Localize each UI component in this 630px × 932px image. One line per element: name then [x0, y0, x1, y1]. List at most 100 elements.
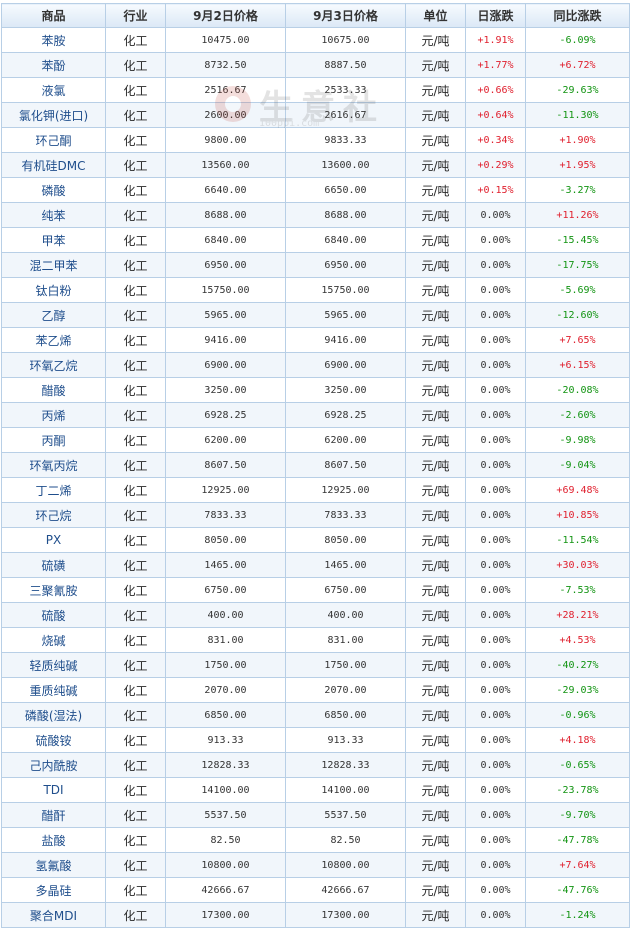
price-sep2-cell: 2516.67	[165, 77, 286, 103]
price-sep2-cell: 6200.00	[165, 427, 286, 453]
commodity-link[interactable]: 聚合MDI	[1, 902, 106, 928]
industry-cell: 化工	[105, 702, 166, 728]
commodity-link[interactable]: 重质纯碱	[1, 677, 106, 703]
price-sep3-cell: 8607.50	[285, 452, 406, 478]
commodity-link[interactable]: 苯乙烯	[1, 327, 106, 353]
commodity-link[interactable]: 钛白粉	[1, 277, 106, 303]
commodity-link[interactable]: 醋酸	[1, 377, 106, 403]
daily-change-cell: 0.00%	[465, 527, 526, 553]
table-row: 轻质纯碱 化工 1750.00 1750.00 元/吨 0.00% -40.27%	[1, 652, 630, 678]
yoy-change-cell: +1.95%	[525, 152, 630, 178]
commodity-link[interactable]: 己内酰胺	[1, 752, 106, 778]
table-row: 丙酮 化工 6200.00 6200.00 元/吨 0.00% -9.98%	[1, 427, 630, 453]
commodity-link[interactable]: 丁二烯	[1, 477, 106, 503]
price-sep2-cell: 6950.00	[165, 252, 286, 278]
industry-cell: 化工	[105, 477, 166, 503]
yoy-change-cell: -12.60%	[525, 302, 630, 328]
commodity-link[interactable]: 磷酸(湿法)	[1, 702, 106, 728]
price-sep2-cell: 831.00	[165, 627, 286, 653]
industry-cell: 化工	[105, 152, 166, 178]
commodity-link[interactable]: 混二甲苯	[1, 252, 106, 278]
commodity-link[interactable]: 三聚氰胺	[1, 577, 106, 603]
daily-change-cell: 0.00%	[465, 377, 526, 403]
industry-cell: 化工	[105, 77, 166, 103]
yoy-change-cell: -0.65%	[525, 752, 630, 778]
price-sep3-cell: 14100.00	[285, 777, 406, 803]
commodity-link[interactable]: 环氧丙烷	[1, 452, 106, 478]
unit-cell: 元/吨	[405, 852, 466, 878]
commodity-link[interactable]: 有机硅DMC	[1, 152, 106, 178]
header-commodity: 商品	[1, 3, 106, 28]
commodity-link[interactable]: 环己酮	[1, 127, 106, 153]
price-sep2-cell: 400.00	[165, 602, 286, 628]
commodity-link[interactable]: 硫酸铵	[1, 727, 106, 753]
industry-cell: 化工	[105, 452, 166, 478]
table-row: 聚合MDI 化工 17300.00 17300.00 元/吨 0.00% -1.24%	[1, 902, 630, 928]
daily-change-cell: 0.00%	[465, 452, 526, 478]
yoy-change-cell: -29.63%	[525, 77, 630, 103]
unit-cell: 元/吨	[405, 227, 466, 253]
price-sep3-cell: 8050.00	[285, 527, 406, 553]
commodity-link[interactable]: 环氧乙烷	[1, 352, 106, 378]
industry-cell: 化工	[105, 277, 166, 303]
daily-change-cell: 0.00%	[465, 802, 526, 828]
commodity-link[interactable]: 硫酸	[1, 602, 106, 628]
commodity-link[interactable]: 盐酸	[1, 827, 106, 853]
yoy-change-cell: +6.15%	[525, 352, 630, 378]
table-row: 多晶硅 化工 42666.67 42666.67 元/吨 0.00% -47.76%	[1, 877, 630, 903]
industry-cell: 化工	[105, 877, 166, 903]
commodity-link[interactable]: 烧碱	[1, 627, 106, 653]
industry-cell: 化工	[105, 652, 166, 678]
commodity-link[interactable]: 乙醇	[1, 302, 106, 328]
commodity-link[interactable]: 环己烷	[1, 502, 106, 528]
industry-cell: 化工	[105, 352, 166, 378]
table-row: 硫磺 化工 1465.00 1465.00 元/吨 0.00% +30.03%	[1, 552, 630, 578]
commodity-link[interactable]: 醋酐	[1, 802, 106, 828]
price-sep3-cell: 5965.00	[285, 302, 406, 328]
table-row: 液氯 化工 2516.67 2533.33 元/吨 +0.66% -29.63%	[1, 77, 630, 103]
industry-cell: 化工	[105, 527, 166, 553]
commodity-link[interactable]: TDI	[1, 777, 106, 803]
unit-cell: 元/吨	[405, 652, 466, 678]
yoy-change-cell: -11.30%	[525, 102, 630, 128]
unit-cell: 元/吨	[405, 677, 466, 703]
commodity-link[interactable]: 多晶硅	[1, 877, 106, 903]
yoy-change-cell: -0.96%	[525, 702, 630, 728]
yoy-change-cell: -3.27%	[525, 177, 630, 203]
commodity-link[interactable]: 液氯	[1, 77, 106, 103]
commodity-link[interactable]: 轻质纯碱	[1, 652, 106, 678]
daily-change-cell: 0.00%	[465, 227, 526, 253]
yoy-change-cell: +4.18%	[525, 727, 630, 753]
daily-change-cell: +0.66%	[465, 77, 526, 103]
industry-cell: 化工	[105, 727, 166, 753]
commodity-link[interactable]: 磷酸	[1, 177, 106, 203]
unit-cell: 元/吨	[405, 702, 466, 728]
unit-cell: 元/吨	[405, 777, 466, 803]
commodity-link[interactable]: 硫磺	[1, 552, 106, 578]
commodity-link[interactable]: PX	[1, 527, 106, 553]
commodity-link[interactable]: 氢氟酸	[1, 852, 106, 878]
daily-change-cell: 0.00%	[465, 427, 526, 453]
price-sep2-cell: 2600.00	[165, 102, 286, 128]
commodity-link[interactable]: 苯酚	[1, 52, 106, 78]
industry-cell: 化工	[105, 902, 166, 928]
daily-change-cell: 0.00%	[465, 277, 526, 303]
table-row: 磷酸(湿法) 化工 6850.00 6850.00 元/吨 0.00% -0.96%	[1, 702, 630, 728]
yoy-change-cell: -2.60%	[525, 402, 630, 428]
unit-cell: 元/吨	[405, 452, 466, 478]
price-sep3-cell: 6650.00	[285, 177, 406, 203]
price-sep2-cell: 82.50	[165, 827, 286, 853]
commodity-link[interactable]: 纯苯	[1, 202, 106, 228]
daily-change-cell: 0.00%	[465, 902, 526, 928]
commodity-link[interactable]: 氯化钾(进口)	[1, 102, 106, 128]
commodity-link[interactable]: 苯胺	[1, 27, 106, 53]
daily-change-cell: 0.00%	[465, 702, 526, 728]
table-row: 纯苯 化工 8688.00 8688.00 元/吨 0.00% +11.26%	[1, 202, 630, 228]
commodity-link[interactable]: 丙酮	[1, 427, 106, 453]
commodity-link[interactable]: 丙烯	[1, 402, 106, 428]
commodity-link[interactable]: 甲苯	[1, 227, 106, 253]
price-sep2-cell: 5965.00	[165, 302, 286, 328]
industry-cell: 化工	[105, 802, 166, 828]
daily-change-cell: +0.34%	[465, 127, 526, 153]
industry-cell: 化工	[105, 302, 166, 328]
